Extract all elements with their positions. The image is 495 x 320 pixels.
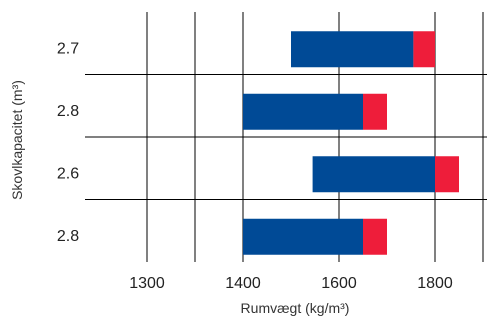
x-tick-label: 1400 (225, 275, 261, 292)
bar-main (291, 31, 414, 68)
bar-extension (413, 31, 435, 68)
y-tick-label: 2.7 (57, 40, 79, 57)
x-tick-label: 1300 (129, 275, 165, 292)
y-tick-label: 2.8 (57, 228, 79, 245)
x-axis-title: Rumvægt (kg/m³) (241, 300, 350, 316)
y-tick-label: 2.6 (57, 165, 79, 182)
bar-extension (435, 156, 459, 193)
grid (85, 12, 487, 262)
bar-main (312, 156, 435, 193)
bar-main (243, 93, 363, 130)
bar-extension (363, 93, 387, 130)
x-tick-labels: 1300 1400 1600 1800 (129, 275, 453, 292)
bar-main (243, 218, 363, 255)
x-tick-label: 1600 (321, 275, 357, 292)
bar-extension (363, 218, 387, 255)
y-axis-title: Skovlkapacitet (m³) (9, 80, 25, 200)
y-tick-labels: 2.7 2.8 2.6 2.8 (57, 40, 79, 245)
x-tick-label: 1800 (417, 275, 453, 292)
y-tick-label: 2.8 (57, 103, 79, 120)
bars (243, 31, 459, 255)
